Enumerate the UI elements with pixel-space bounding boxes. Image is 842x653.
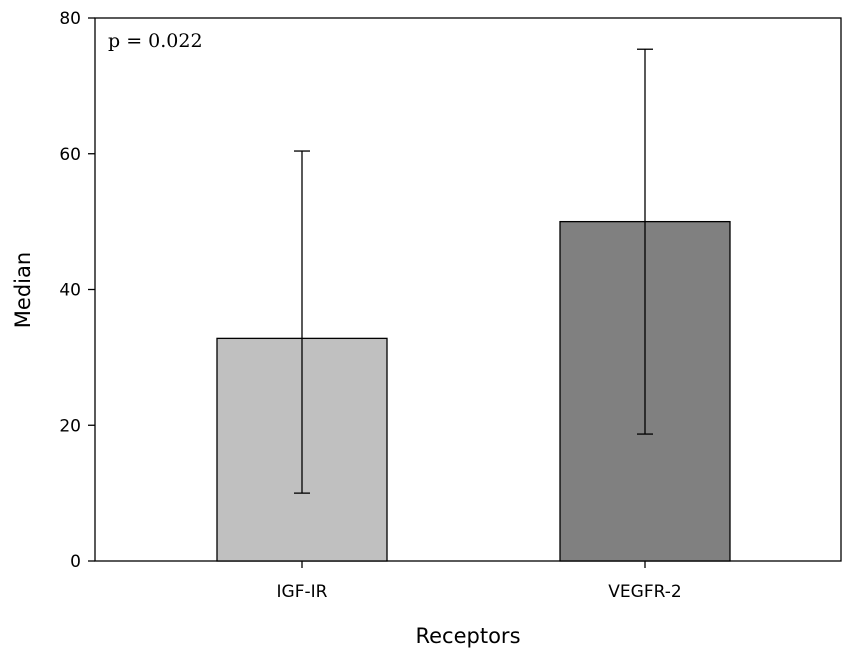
p-value-annotation: p = 0.022 <box>108 30 203 52</box>
y-tick-label: 60 <box>59 145 81 165</box>
y-axis-title: Median <box>11 252 35 328</box>
x-axis-title: Receptors <box>415 624 520 648</box>
plot-area: 0 20 40 60 80 IGF-IR VEGFR-2 <box>59 9 842 602</box>
y-tick-label: 80 <box>59 9 81 29</box>
x-tick-label: VEGFR-2 <box>608 582 681 602</box>
y-tick-label: 20 <box>59 416 81 436</box>
y-tick-label: 0 <box>70 552 81 572</box>
y-tick-label: 40 <box>59 281 81 301</box>
x-tick-label: IGF-IR <box>277 582 328 602</box>
